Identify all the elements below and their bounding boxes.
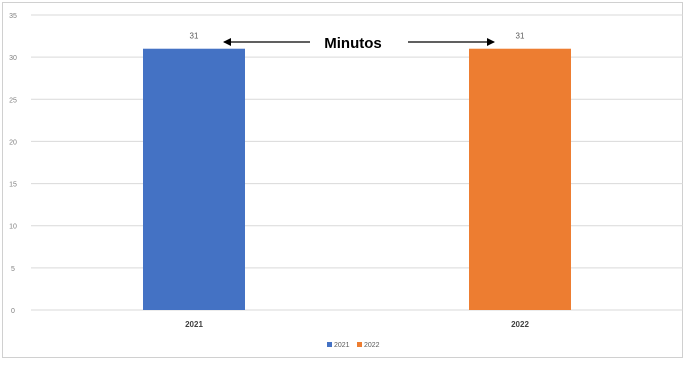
x-axis-ticks: 2021 2022 bbox=[185, 320, 529, 329]
legend-swatch bbox=[357, 342, 362, 347]
bars bbox=[143, 48, 571, 310]
y-tick-label: 30 bbox=[9, 55, 17, 62]
y-tick-label: 15 bbox=[9, 182, 17, 189]
y-tick-label: 0 bbox=[11, 308, 15, 315]
gridlines bbox=[31, 14, 683, 311]
y-tick-label: 20 bbox=[9, 139, 17, 146]
annotation-label: Minutos bbox=[324, 35, 382, 52]
data-labels: 31 31 bbox=[190, 32, 525, 41]
x-tick-label: 2021 bbox=[185, 320, 203, 329]
y-tick-label: 5 bbox=[11, 266, 15, 273]
legend-swatch bbox=[327, 342, 332, 347]
legend: 2021 2022 bbox=[327, 342, 380, 349]
chart-border bbox=[2, 2, 683, 358]
y-tick-label: 10 bbox=[9, 224, 17, 231]
bar-2021 bbox=[143, 48, 245, 310]
annotation-group: Minutos bbox=[223, 35, 495, 52]
legend-label: 2022 bbox=[364, 342, 380, 349]
y-axis-ticks: 0 5 10 15 20 25 30 35 bbox=[9, 13, 17, 315]
data-label: 31 bbox=[516, 32, 525, 41]
x-tick-label: 2022 bbox=[511, 320, 529, 329]
y-tick-label: 25 bbox=[9, 97, 17, 104]
bar-2022 bbox=[469, 48, 571, 310]
data-label: 31 bbox=[190, 32, 199, 41]
legend-label: 2021 bbox=[334, 342, 350, 349]
y-tick-label: 35 bbox=[9, 13, 17, 20]
